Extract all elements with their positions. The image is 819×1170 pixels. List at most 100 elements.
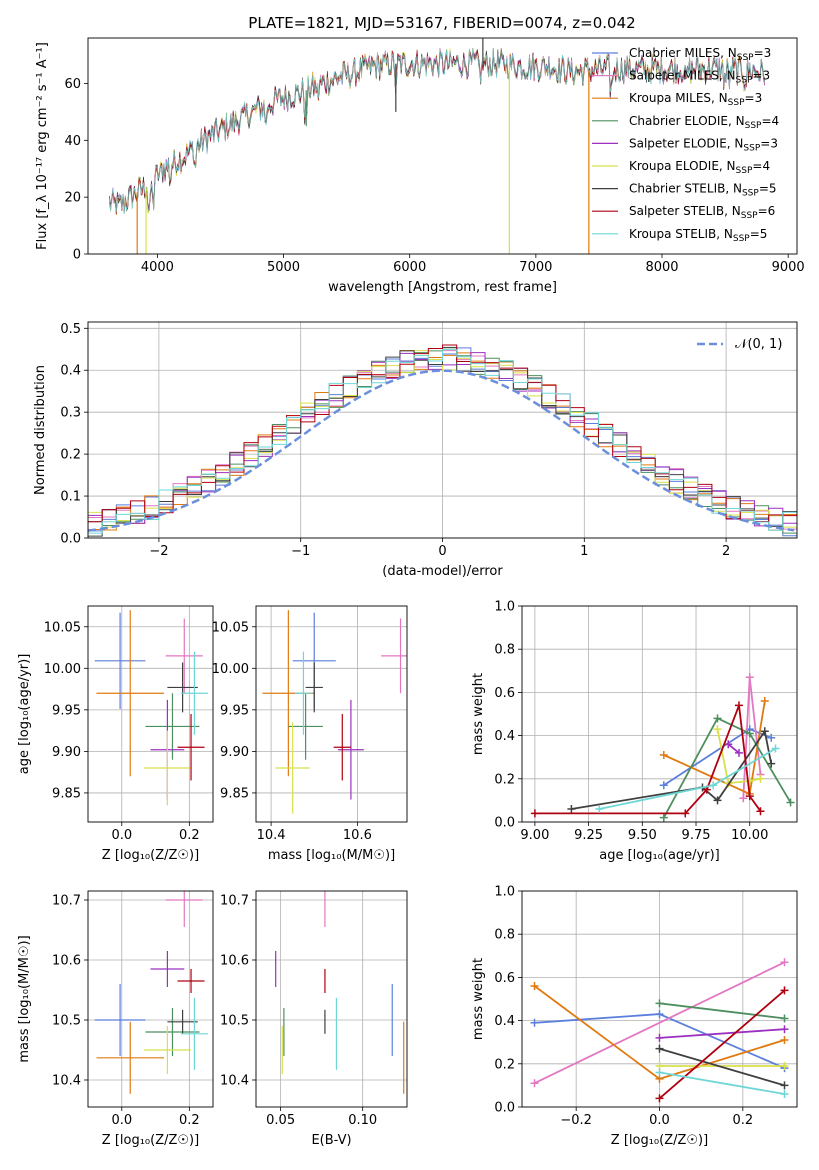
weight_vs_Z-ytick-label: 0.0 — [494, 1101, 515, 1116]
figure-title: PLATE=1821, MJD=53167, FIBERID=0074, z=0… — [248, 14, 635, 32]
weight_vs_Z-ytick-label: 1.0 — [494, 885, 515, 900]
weight-marker — [734, 748, 743, 757]
weight-marker — [530, 809, 539, 818]
weight-marker — [659, 751, 668, 760]
weight_vs_age-ytick-label: 0.2 — [494, 772, 515, 787]
age_vs_Z-ytick-label: 10.00 — [44, 662, 81, 677]
weight-marker — [713, 796, 722, 805]
residuals-ytick-label: 0.1 — [60, 490, 81, 505]
axes-frame — [255, 605, 408, 823]
weight_vs_Z-plot-area — [522, 891, 797, 1107]
normal-legend-label: 𝒩(0, 1) — [735, 337, 782, 352]
axes-frame — [87, 321, 798, 539]
weight-marker — [780, 1061, 789, 1070]
weight_vs_age-ytick-label: 0.8 — [494, 643, 515, 658]
weight-marker — [655, 1068, 664, 1077]
axes-frame — [87, 890, 214, 1108]
age_vs_Z-plot-area — [88, 606, 213, 822]
mass_vs_Z-ytick-label: 10.4 — [52, 1074, 81, 1089]
spectrum-xtick-label: 8000 — [645, 260, 678, 275]
axes-frame — [255, 890, 408, 1108]
axes-frame — [87, 605, 214, 823]
mass_vs_EBV-plot-area — [256, 891, 407, 1107]
weight-marker — [780, 1090, 789, 1099]
legend-label: Chabrier STELIB, NSSP=5 — [629, 182, 777, 199]
mass_vs_Z-xlabel: Z [log₁₀(Z/Z☉)] — [102, 1133, 199, 1148]
weight_vs_age-xtick-label: 9.75 — [682, 828, 711, 843]
weight-marker — [655, 999, 664, 1008]
age_vs_Z-ylabel: age [log₁₀(age/yr)] — [17, 654, 32, 775]
age_vs_mass-xtick-label: 10.4 — [257, 828, 286, 843]
mass_vs_Z-xtick-label: 0.2 — [179, 1113, 200, 1128]
weight_vs_age-ytick-label: 0.4 — [494, 729, 515, 744]
weight_vs_Z-panel: −0.2 0.0 0.2 0.0 0.2 0.4 0.6 0.8 1.0 Z [log₁₀(Z/Z… — [471, 885, 798, 1148]
weight-marker — [567, 805, 576, 814]
weight-marker — [780, 1081, 789, 1090]
mass_vs_EBV-ytick-label: 10.7 — [220, 894, 249, 909]
weight-marker — [760, 697, 769, 706]
weight_vs_Z-ylabel: mass weight — [471, 958, 486, 1040]
residuals-ytick-label: 0.2 — [60, 448, 81, 463]
weight-marker — [760, 727, 769, 736]
weight-marker — [655, 1044, 664, 1053]
spectrum-ylabel: Flux [f_λ 10⁻¹⁷ erg cm⁻² s⁻¹ A⁻¹] — [35, 42, 50, 250]
weight-marker — [780, 1014, 789, 1023]
weight-marker — [530, 1079, 539, 1088]
weight_vs_Z-xlabel: Z [log₁₀(Z/Z☉)] — [611, 1133, 708, 1148]
residuals-xtick-label: −2 — [149, 544, 168, 559]
weight-line — [727, 743, 740, 754]
mass_vs_EBV-xtick-label: 0.05 — [266, 1113, 295, 1128]
legend-label: Kroupa STELIB, NSSP=5 — [629, 227, 767, 244]
age_vs_Z-ytick-label: 9.90 — [52, 745, 81, 760]
spectrum-xtick-label: 5000 — [267, 260, 300, 275]
weight_vs_Z-xtick-label: 0.0 — [649, 1113, 670, 1128]
legend-label: Chabrier MILES, NSSP=3 — [629, 46, 771, 63]
weight-marker — [530, 1018, 539, 1027]
weight-marker — [595, 805, 604, 814]
residuals-ytick-label: 0.3 — [60, 406, 81, 421]
legend-label: Salpeter ELODIE, NSSP=3 — [629, 136, 778, 153]
spectrum-line — [109, 48, 765, 214]
age_vs_mass-ytick-label: 10.05 — [212, 620, 249, 635]
age_vs_mass-plot-area — [256, 606, 407, 822]
weight-marker — [780, 986, 789, 995]
weight-marker — [745, 673, 754, 682]
weight-marker — [734, 701, 743, 710]
mass_vs_Z-ytick-label: 10.5 — [52, 1014, 81, 1029]
spectrum-plot-area — [109, 38, 765, 254]
age_vs_Z-panel: 0.0 0.2 9.85 9.90 9.95 10.00 10.05 Z [log₁₀(Z/Z… — [17, 605, 214, 863]
residuals-panel: −2 −1 0 1 2 0.0 0.1 0.2 0.3 0.4 0.5 (data-model)/er… — [33, 321, 798, 579]
weight_vs_age-plot-area — [522, 606, 797, 822]
weight_vs_Z-ytick-label: 0.6 — [494, 971, 515, 986]
residuals-xtick-label: 0 — [438, 544, 446, 559]
mass_vs_Z-ytick-label: 10.7 — [52, 894, 81, 909]
weight_vs_Z-xtick-label: 0.2 — [732, 1113, 753, 1128]
mass_vs_EBV-ytick-label: 10.6 — [220, 954, 249, 969]
axes-frame — [521, 890, 798, 1108]
weight-marker — [659, 781, 668, 790]
age_vs_Z-ytick-label: 10.05 — [44, 620, 81, 635]
age_vs_mass-ytick-label: 9.90 — [220, 745, 249, 760]
mass_vs_EBV-xlabel: E(B-V) — [311, 1133, 351, 1148]
age_vs_Z-ytick-label: 9.85 — [52, 786, 81, 801]
spectrum-ytick-label: 20 — [64, 191, 81, 206]
weight-marker — [724, 740, 733, 749]
mass_vs_Z-ylabel: mass [log₁₀(M/M☉)] — [17, 935, 32, 1062]
weight-marker — [739, 794, 748, 803]
legend-label: Chabrier ELODIE, NSSP=4 — [629, 114, 779, 131]
weight_vs_age-ytick-label: 1.0 — [494, 600, 515, 615]
weight-line — [716, 728, 761, 785]
spectrum-ytick-label: 60 — [64, 77, 81, 92]
weight_vs_age-xtick-label: 10.00 — [731, 828, 768, 843]
age_vs_mass-ytick-label: 9.85 — [220, 786, 249, 801]
age_vs_Z-xlabel: Z [log₁₀(Z/Z☉)] — [102, 848, 199, 863]
mass_vs_EBV-ytick-label: 10.5 — [220, 1014, 249, 1029]
weight-marker — [713, 714, 722, 723]
spectrum-panel: 4000 5000 6000 7000 8000 9000 0 20 40 60 wavelengt… — [35, 37, 805, 295]
weight_vs_Z-ytick-label: 0.2 — [494, 1057, 515, 1072]
weight_vs_age-panel: 9.00 9.25 9.50 9.75 10.00 0.0 0.2 0.4 0.6 0.8 1.0 a… — [471, 600, 798, 863]
spectrum-xtick-label: 9000 — [772, 260, 805, 275]
weight-marker — [745, 729, 754, 738]
residual-histogram — [88, 349, 797, 538]
